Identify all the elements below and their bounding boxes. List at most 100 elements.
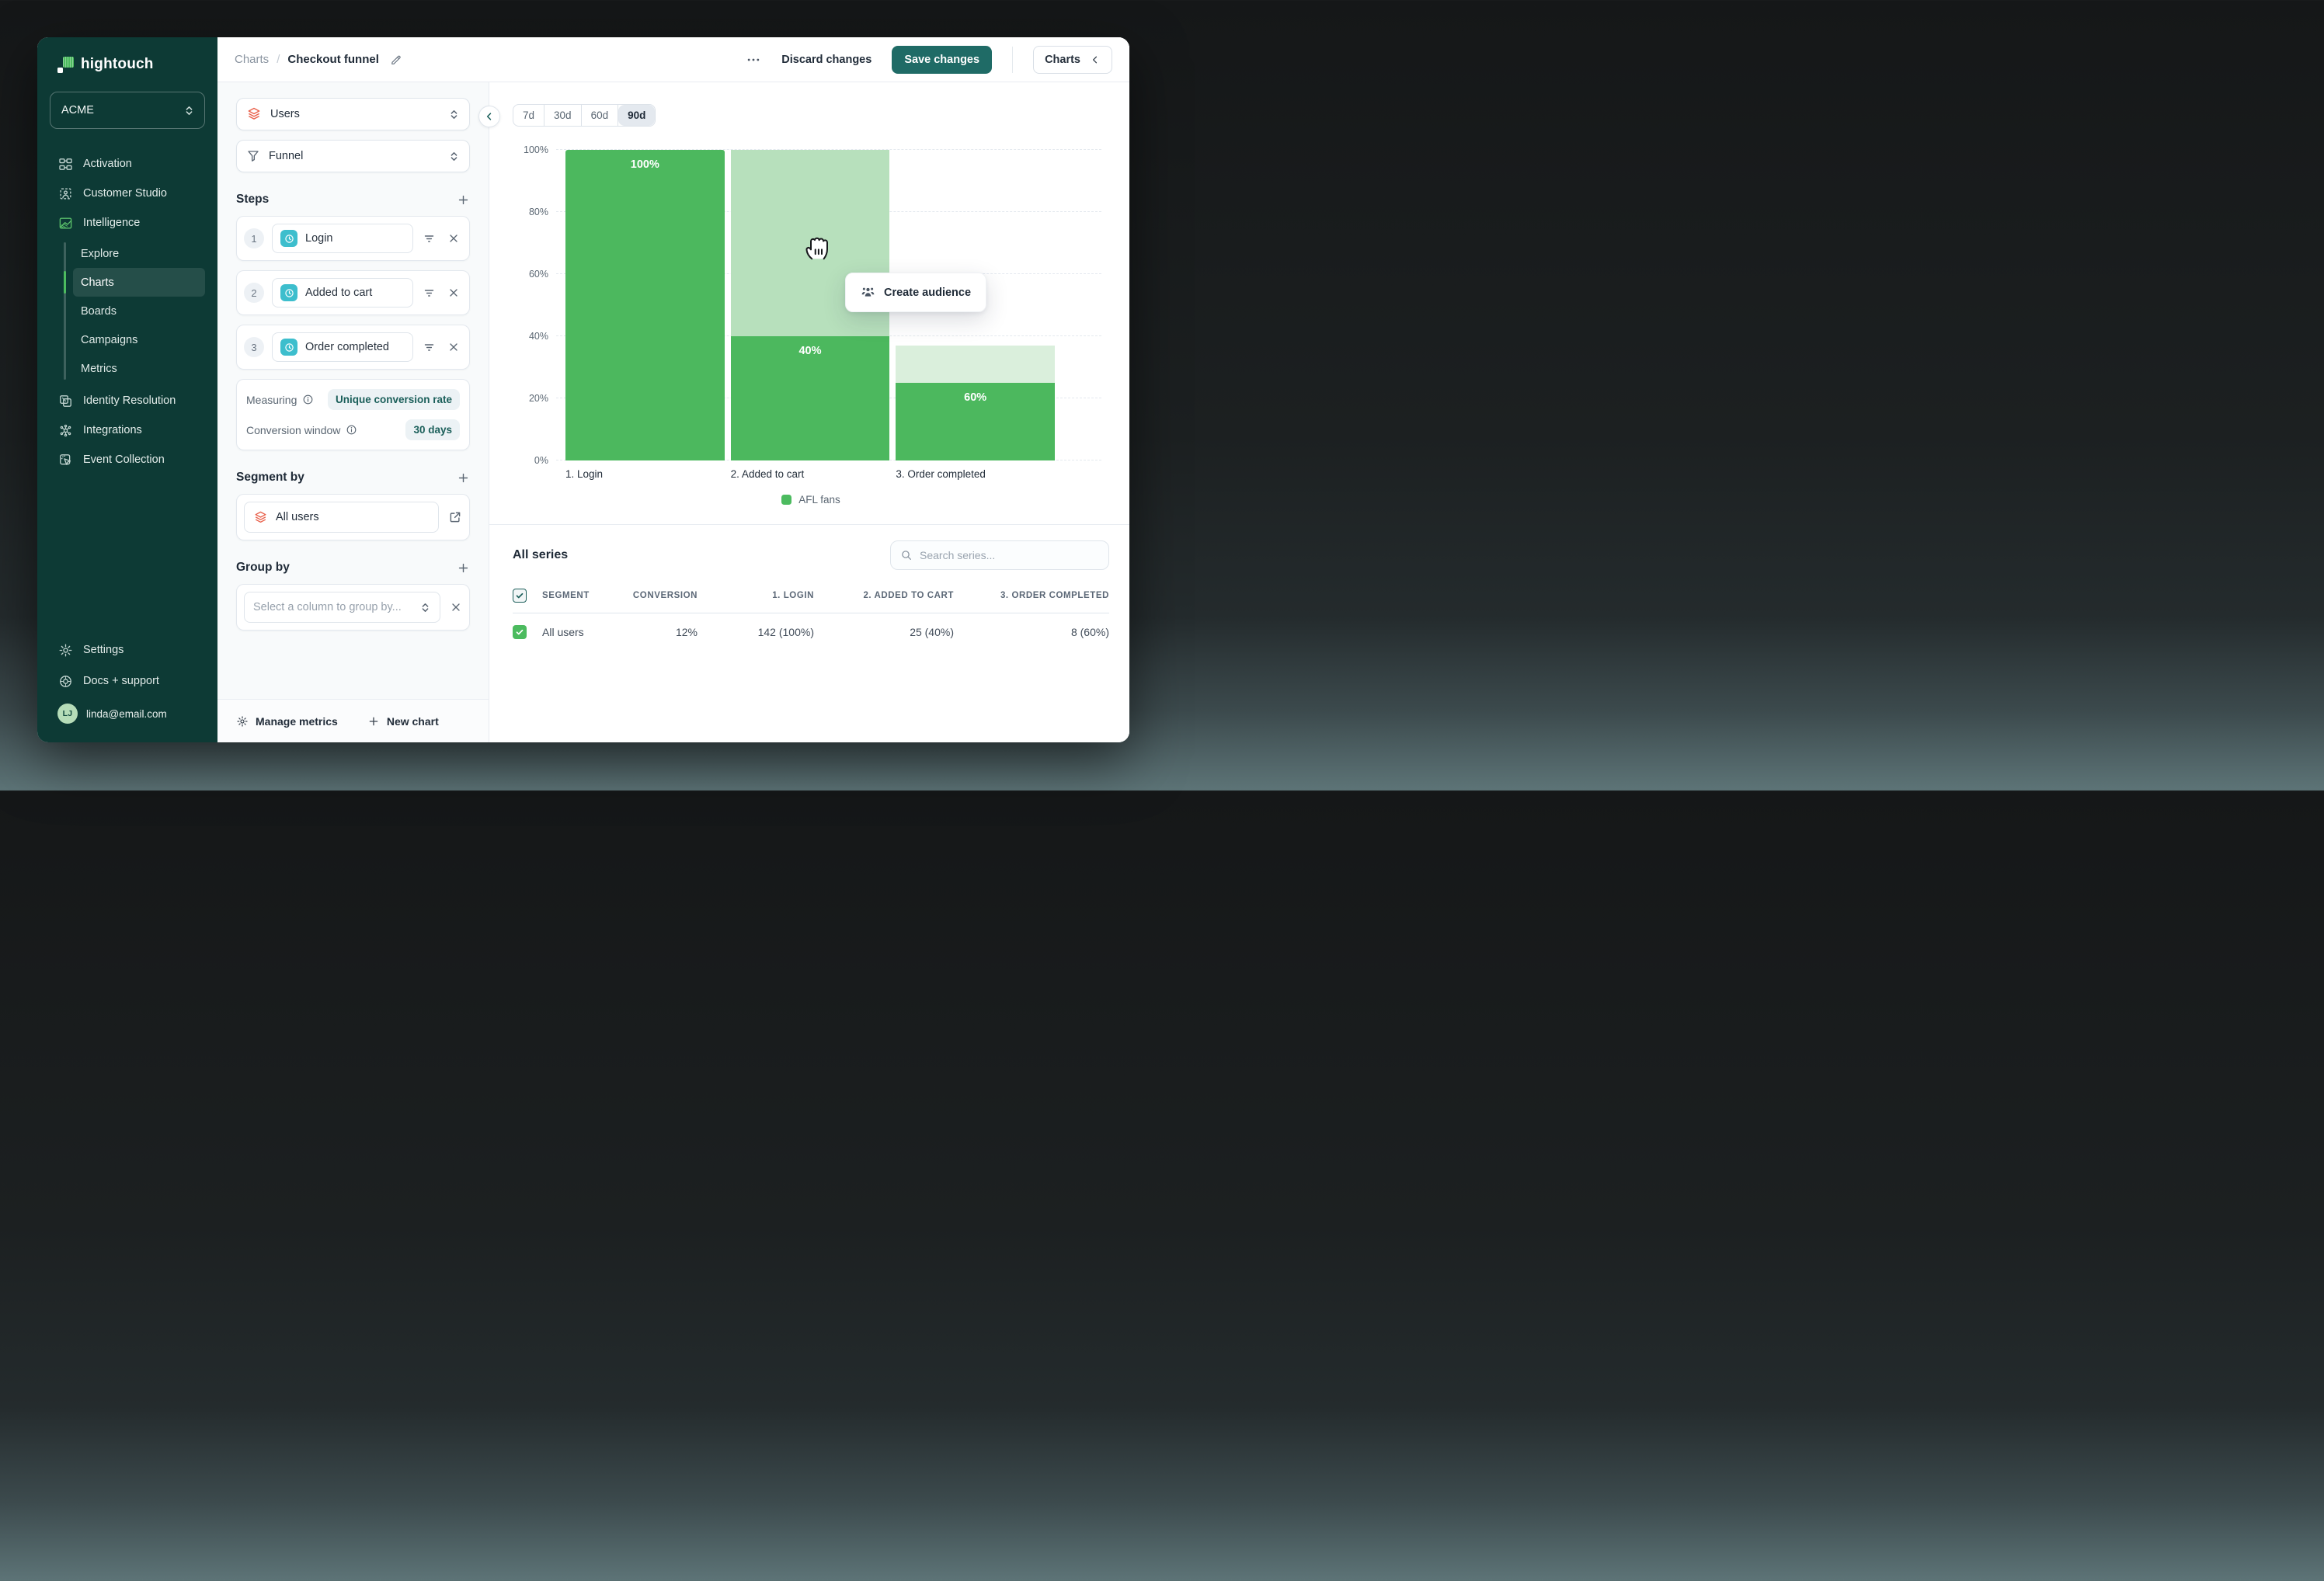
sidebar-item-label: Explore: [81, 247, 120, 260]
measuring-card: Measuring Unique conversion rate Convers…: [236, 379, 470, 450]
time-range-30d[interactable]: 30d: [544, 105, 582, 126]
step-row-1: 1 Login: [236, 216, 470, 261]
bar-converted-segment[interactable]: 60%: [896, 383, 1056, 460]
group-by-select[interactable]: Select a column to group by...: [244, 592, 440, 623]
sidebar-item-identity-resolution[interactable]: Identity Resolution: [50, 386, 205, 415]
model-select[interactable]: Users: [236, 98, 470, 130]
remove-step-button[interactable]: [447, 287, 460, 299]
sidebar-item-charts[interactable]: Charts: [64, 268, 205, 297]
conversion-window-value-chip[interactable]: 30 days: [405, 419, 460, 440]
segment-select[interactable]: All users: [244, 502, 439, 533]
filter-step-button[interactable]: [423, 341, 436, 354]
charts-panel-toggle-button[interactable]: Charts: [1033, 45, 1112, 74]
manage-metrics-button[interactable]: Manage metrics: [236, 715, 338, 728]
workspace-selector[interactable]: ACME: [50, 92, 205, 129]
all-series-panel: All series SEGM: [489, 524, 1129, 742]
step-number: 3: [244, 337, 264, 357]
sidebar-item-customer-studio[interactable]: Customer Studio: [50, 179, 205, 208]
sidebar-item-docs-support[interactable]: Docs + support: [50, 666, 205, 696]
bar-remainder-segment[interactable]: [896, 346, 1056, 383]
remove-step-button[interactable]: [447, 341, 460, 353]
all-series-title: All series: [513, 548, 569, 561]
user-menu[interactable]: LJ linda@email.com: [50, 697, 205, 730]
brand-logo: hightouch: [50, 56, 205, 73]
create-audience-tooltip[interactable]: Create audience: [845, 273, 987, 312]
event-clock-icon: [280, 284, 297, 301]
info-icon[interactable]: [302, 394, 314, 405]
lifebuoy-icon: [57, 673, 73, 689]
step-event-select[interactable]: Login: [272, 224, 413, 253]
time-range-7d[interactable]: 7d: [513, 105, 545, 126]
series-table: SEGMENT CONVERSION 1. LOGIN 2. ADDED TO …: [513, 589, 1109, 651]
select-all-checkbox[interactable]: [513, 589, 527, 603]
user-email: linda@email.com: [86, 707, 167, 720]
sidebar-item-settings[interactable]: Settings: [50, 635, 205, 665]
add-group-by-button[interactable]: [457, 561, 470, 575]
bar-value-label: 40%: [798, 345, 822, 357]
sidebar-item-campaigns[interactable]: Campaigns: [73, 325, 205, 354]
sidebar-item-boards[interactable]: Boards: [73, 297, 205, 325]
step-number: 1: [244, 228, 264, 248]
new-chart-button[interactable]: New chart: [367, 715, 439, 728]
filter-step-button[interactable]: [423, 232, 436, 245]
save-changes-button[interactable]: Save changes: [892, 45, 993, 74]
gear-icon: [57, 642, 73, 658]
col-segment: SEGMENT: [542, 591, 590, 600]
search-series-input[interactable]: [920, 549, 1099, 561]
app-window: hightouch ACME Activation Customer Studi…: [37, 37, 1129, 742]
more-menu-button[interactable]: [746, 52, 761, 68]
sidebar-item-label: Integrations: [83, 424, 142, 436]
row-checkbox[interactable]: [513, 625, 527, 639]
bar-converted-segment[interactable]: 100%: [565, 150, 725, 460]
legend-label: AFL fans: [798, 494, 840, 506]
brand-name: hightouch: [81, 56, 154, 72]
discard-changes-button[interactable]: Discard changes: [781, 53, 872, 66]
filter-step-button[interactable]: [423, 287, 436, 300]
chevron-left-icon: [486, 113, 492, 120]
sidebar-item-label: Event Collection: [83, 453, 165, 466]
sidebar-item-intelligence[interactable]: Intelligence: [50, 208, 205, 238]
y-tick-label: 0%: [534, 455, 548, 466]
open-segment-external-button[interactable]: [448, 510, 462, 524]
info-icon[interactable]: [346, 424, 357, 436]
intelligence-subnav: Explore Charts Boards Campaigns Metrics: [57, 239, 205, 383]
sidebar-item-label: Charts: [81, 276, 114, 289]
bar-converted-segment[interactable]: 40%: [730, 336, 890, 460]
sidebar-item-explore[interactable]: Explore: [73, 239, 205, 268]
sidebar-item-metrics[interactable]: Metrics: [73, 354, 205, 383]
chevron-updown-icon: [422, 603, 429, 612]
add-segment-button[interactable]: [457, 471, 470, 485]
plus-icon: [367, 715, 380, 728]
step-number: 2: [244, 283, 264, 303]
layers-icon: [248, 107, 260, 120]
cell-added-to-cart: 25 (40%): [910, 626, 954, 638]
sidebar-item-integrations[interactable]: Integrations: [50, 415, 205, 445]
event-clock-icon: [280, 339, 297, 356]
group-by-title: Group by: [236, 561, 290, 574]
time-range-90d[interactable]: 90d: [618, 105, 656, 126]
collapse-panel-button[interactable]: [478, 106, 500, 127]
x-axis-label: 1. Login: [565, 468, 604, 480]
segment-by-section-header: Segment by: [236, 471, 470, 485]
step-event-select[interactable]: Added to cart: [272, 278, 413, 308]
chart-type-select[interactable]: Funnel: [236, 140, 470, 172]
sidebar-item-event-collection[interactable]: Event Collection: [50, 445, 205, 474]
remove-group-by-button[interactable]: [450, 601, 462, 613]
edit-title-button[interactable]: [390, 54, 402, 66]
sidebar-item-label: Boards: [81, 304, 117, 318]
cell-conversion: 12%: [675, 626, 698, 638]
step-event-select[interactable]: Order completed: [272, 332, 413, 362]
workflow-icon: [57, 156, 73, 172]
sidebar-item-label: Metrics: [81, 362, 117, 375]
step-event-label: Added to cart: [305, 287, 373, 299]
time-range-60d[interactable]: 60d: [582, 105, 619, 126]
conversion-window-label: Conversion window: [246, 423, 341, 436]
funnel-plot: Create audience 0% 20% 40% 60% 80% 100% 100% 40…: [524, 144, 1101, 466]
breadcrumb-charts-link[interactable]: Charts: [235, 53, 270, 66]
col-conversion: CONVERSION: [632, 591, 698, 600]
sidebar-item-activation[interactable]: Activation: [50, 149, 205, 179]
measuring-value-chip[interactable]: Unique conversion rate: [327, 389, 460, 410]
remove-step-button[interactable]: [447, 232, 460, 245]
chevron-left-icon: [1093, 56, 1098, 63]
add-step-button[interactable]: [457, 193, 470, 207]
